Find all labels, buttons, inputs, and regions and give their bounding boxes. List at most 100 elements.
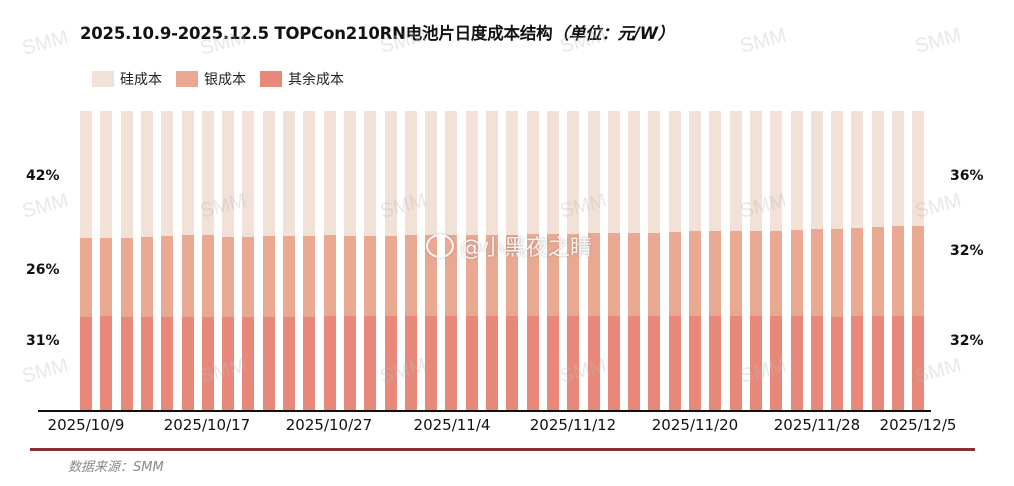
- x-tick-label: 2025/11/28: [773, 416, 861, 434]
- weibo-icon: [426, 234, 454, 258]
- bar-segment-silver: [587, 232, 600, 317]
- chart-title-unit: （单位：元/W）: [552, 24, 675, 43]
- bar-segment-other: [323, 316, 336, 410]
- bar-segment-other: [689, 316, 701, 410]
- bar-segment-other: [770, 316, 783, 410]
- bar-segment-silicon: [465, 111, 478, 236]
- bar: [506, 111, 519, 410]
- bar-segment-other: [120, 316, 133, 410]
- bar-segment-silver: [810, 229, 823, 317]
- legend-item-silver: 银成本: [176, 69, 246, 89]
- bar-segment-silver: [140, 236, 153, 318]
- bar: [303, 111, 316, 410]
- bar-segment-silicon: [242, 111, 255, 237]
- bar-segment-other: [445, 316, 458, 410]
- bar-segment-other: [486, 316, 498, 410]
- bar: [140, 111, 153, 410]
- bar: [912, 111, 925, 410]
- bar-segment-silicon: [222, 111, 235, 237]
- bar-segment-other: [343, 316, 356, 410]
- bar-segment-silicon: [648, 111, 661, 233]
- bar-segment-silicon: [384, 111, 397, 236]
- bar: [790, 111, 803, 410]
- bar-segment-silver: [384, 235, 397, 317]
- bar-segment-other: [181, 317, 194, 410]
- bar-segment-silicon: [729, 111, 742, 232]
- bar: [607, 111, 620, 410]
- bar: [831, 111, 844, 410]
- bar-segment-other: [587, 316, 600, 410]
- left-label-silver: 26%: [26, 262, 60, 278]
- bar-segment-other: [628, 316, 641, 410]
- bar-segment-other: [851, 316, 864, 410]
- bar-segment-silver: [628, 232, 641, 317]
- right-label-silicon: 36%: [950, 168, 984, 184]
- bar: [262, 111, 275, 410]
- bar-segment-other: [364, 316, 377, 410]
- legend-item-other: 其余成本: [260, 69, 344, 89]
- bar-segment-silicon: [628, 111, 641, 233]
- bar-segment-silicon: [506, 111, 519, 235]
- bar-segment-other: [790, 316, 803, 410]
- bar-segment-other: [303, 316, 316, 410]
- bar: [749, 111, 762, 410]
- bar-segment-silver: [851, 227, 864, 317]
- bar-segment-silver: [912, 225, 925, 317]
- bar-segment-silicon: [161, 111, 174, 236]
- bar-segment-silicon: [323, 111, 336, 236]
- bar-segment-silicon: [892, 111, 904, 227]
- x-tick-label: 2025/11/4: [413, 416, 491, 434]
- bar-segment-silicon: [546, 111, 559, 234]
- left-label-silicon: 42%: [26, 168, 60, 184]
- legend-label-other: 其余成本: [288, 72, 344, 88]
- bar-segment-silicon: [425, 111, 438, 236]
- bar: [201, 111, 214, 410]
- bar-segment-silicon: [709, 111, 722, 232]
- bar: [384, 111, 397, 410]
- bar-segment-silver: [364, 235, 377, 317]
- bar-segment-silicon: [445, 111, 458, 236]
- smm-watermark: SMM: [19, 354, 71, 388]
- legend: 硅成本 银成本 其余成本: [92, 69, 344, 89]
- bar-segment-other: [384, 316, 397, 410]
- bar-segment-silver: [343, 235, 356, 317]
- legend-label-silver: 银成本: [204, 72, 246, 88]
- bar-segment-other: [465, 316, 478, 410]
- bar-segment-other: [729, 316, 742, 410]
- x-tick-label: 2025/12/5: [879, 416, 957, 434]
- bar: [770, 111, 783, 410]
- x-tick-label: 2025/10/27: [285, 416, 373, 434]
- bar-segment-silver: [831, 228, 844, 317]
- bar: [851, 111, 864, 410]
- bar-segment-silver: [668, 231, 681, 317]
- bar: [465, 111, 478, 410]
- bar: [404, 111, 417, 410]
- bar: [80, 111, 92, 410]
- bar-segment-silver: [242, 236, 255, 318]
- bar: [364, 111, 377, 410]
- bar-segment-silver: [648, 232, 661, 317]
- bar-segment-other: [526, 316, 539, 410]
- bar-segment-silver: [567, 233, 580, 317]
- bar-segment-silicon: [587, 111, 600, 233]
- bar: [546, 111, 559, 410]
- bar: [648, 111, 661, 410]
- bar-segment-silicon: [404, 111, 417, 236]
- bar-segment-silver: [120, 237, 133, 317]
- bar-segment-other: [648, 316, 661, 410]
- bar: [709, 111, 722, 410]
- bar-segment-silver: [404, 235, 417, 317]
- bar-segment-other: [242, 317, 255, 410]
- bar-segment-silver: [323, 235, 336, 317]
- bar-segment-silicon: [80, 111, 92, 238]
- bar-segment-silver: [546, 233, 559, 317]
- bar: [892, 111, 904, 410]
- bar: [628, 111, 641, 410]
- bar-segment-silver: [262, 236, 275, 317]
- bar-segment-other: [892, 316, 904, 410]
- bar-segment-silver: [201, 235, 214, 318]
- bar-segment-silver: [222, 236, 235, 318]
- bar-segment-other: [425, 316, 438, 410]
- bar-segment-other: [80, 316, 92, 410]
- bar-segment-other: [607, 316, 620, 410]
